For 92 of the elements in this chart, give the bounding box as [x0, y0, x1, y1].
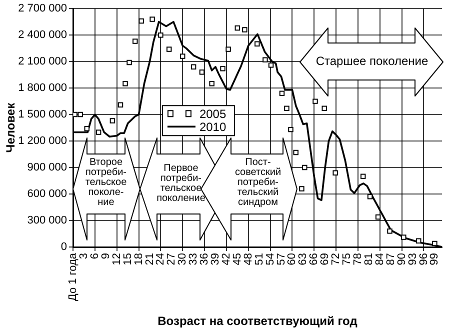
point: [322, 106, 327, 111]
x-tick-label: 3: [78, 253, 90, 260]
y-tick-label: 600 000: [27, 188, 67, 200]
x-tick-label: 9: [100, 253, 112, 260]
x-tick-label: 15: [122, 253, 134, 266]
point: [284, 106, 290, 111]
annotation: Первое потреби-тельское поколение: [156, 163, 206, 204]
x-tick-label: 33: [188, 253, 200, 266]
point: [220, 66, 226, 72]
x-tick-label: 54: [264, 253, 276, 266]
x-tick-label: 30: [176, 253, 189, 266]
point: [190, 64, 196, 70]
x-tick-label: 27: [166, 253, 178, 266]
x-tick-label: 39: [210, 253, 222, 266]
y-tick-label: 0: [60, 241, 67, 254]
point: [126, 60, 132, 66]
x-tick-label: 90: [396, 253, 408, 266]
point: [375, 214, 381, 220]
point: [367, 194, 373, 200]
point: [416, 238, 422, 244]
x-tick-label: 72: [330, 253, 342, 266]
point: [180, 54, 186, 59]
x-tick-label: 78: [352, 253, 364, 266]
point: [401, 234, 406, 240]
point: [312, 98, 318, 104]
x-tick-label: 18: [132, 253, 145, 266]
x-tick-label: 12: [110, 253, 123, 266]
point: [299, 186, 304, 192]
x-tick-label: 63: [297, 253, 310, 266]
point: [150, 16, 155, 22]
annotation: Пост-советский потреби-тельский синдром: [234, 157, 282, 208]
point: [96, 130, 102, 135]
x-tick-label: 6: [88, 253, 101, 260]
x-tick-label: 84: [374, 253, 386, 266]
y-tick-label: 2 400 000: [18, 29, 67, 42]
point: [332, 170, 338, 176]
y-tick-label: 1 800 000: [18, 82, 67, 94]
point: [73, 112, 78, 118]
point: [254, 41, 260, 47]
point: [158, 32, 164, 38]
point: [138, 18, 144, 24]
point: [293, 150, 298, 156]
point: [84, 126, 90, 132]
x-tick-label: 69: [319, 253, 332, 266]
x-tick-label: 75: [341, 253, 354, 266]
point: [242, 27, 248, 32]
x-tick-label: 21: [144, 253, 156, 266]
legend-label: 2005: [199, 106, 226, 121]
y-tick-label: 300 000: [27, 214, 67, 227]
point: [302, 164, 308, 170]
point: [118, 102, 124, 108]
x-tick-label: 99: [428, 253, 441, 266]
x-tick-label: 24: [154, 253, 167, 266]
point: [226, 46, 231, 52]
point: [209, 81, 214, 86]
x-tick-label: 93: [406, 253, 419, 266]
point: [262, 57, 268, 62]
y-tick-label: 1 500 000: [18, 108, 67, 121]
point: [166, 46, 172, 52]
point: [432, 240, 438, 246]
point: [122, 81, 128, 86]
x-tick-label: 66: [308, 253, 320, 266]
point: [288, 126, 294, 132]
point: [279, 90, 285, 96]
x-tick-label: 45: [231, 253, 244, 266]
point: [132, 38, 138, 44]
x-tick-label: 48: [242, 253, 254, 266]
point: [387, 228, 392, 234]
x-tick-label: 51: [253, 253, 266, 266]
x-tick-label: 81: [362, 253, 375, 266]
point: [234, 25, 240, 31]
y-tick-label: 900 000: [27, 162, 67, 174]
point: [360, 174, 366, 179]
annotation: Старшее поколение: [314, 54, 430, 68]
x-tick-label: 96: [418, 253, 430, 266]
x-tick-label: 36: [198, 253, 211, 266]
x-tick-label: 57: [275, 253, 288, 266]
point: [78, 112, 83, 118]
legend-label: 2010: [199, 120, 226, 134]
y-tick-label: 2 100 000: [18, 56, 67, 68]
point: [110, 118, 116, 124]
point: [199, 70, 205, 75]
y-tick-label: 2 700 000: [18, 2, 67, 15]
y-axis-title: Человек: [4, 102, 18, 153]
x-axis-title: Возраст на соответствующий год: [158, 314, 358, 328]
x-tick-label: 87: [384, 253, 397, 266]
x-tick-label: 60: [286, 253, 298, 266]
y-tick-label: 1 200 000: [18, 135, 67, 148]
annotation: Второе потреби-тельское поколе-ние: [84, 157, 128, 208]
point: [268, 62, 274, 68]
x-tick-label: До 1 года: [67, 252, 80, 302]
x-tick-label: 42: [220, 253, 232, 266]
